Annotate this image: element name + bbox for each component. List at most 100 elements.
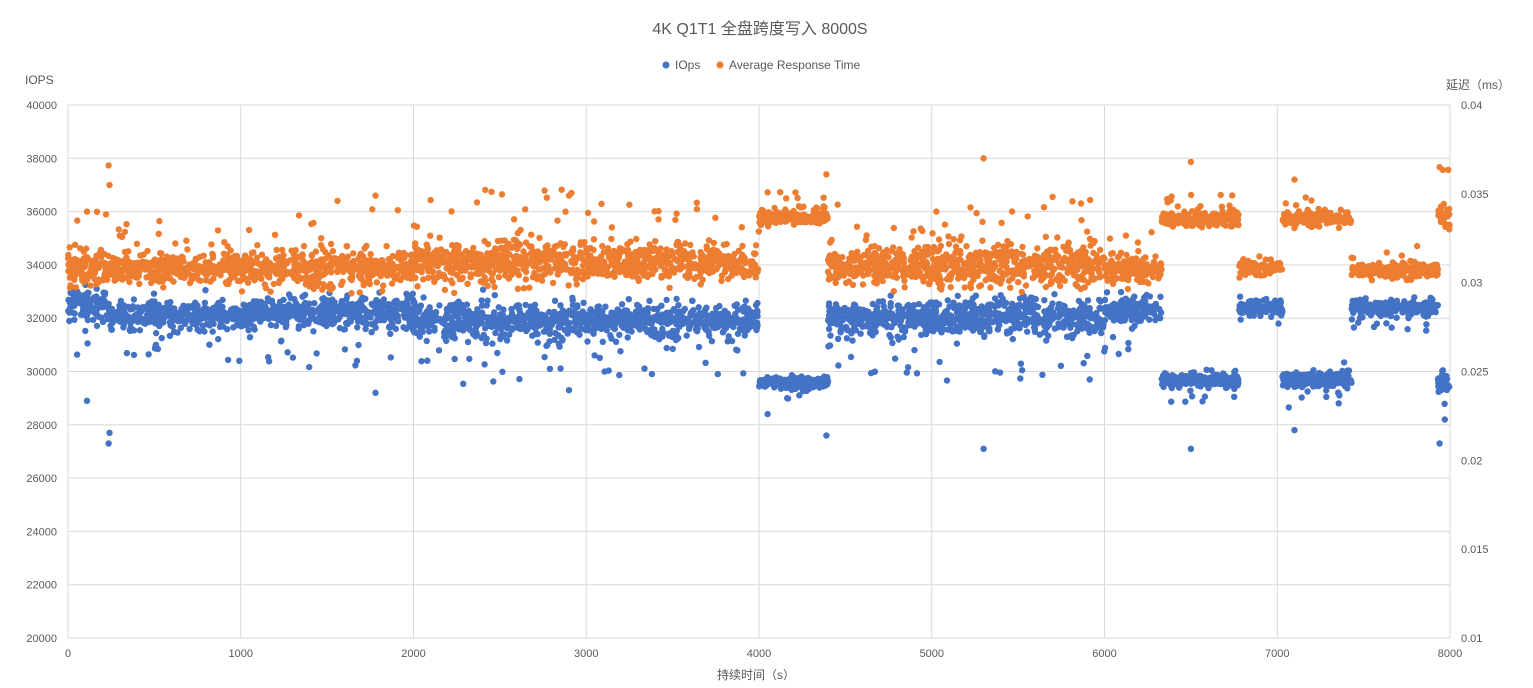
- data-point: [1248, 297, 1255, 305]
- data-point: [279, 305, 286, 312]
- data-point: [219, 323, 227, 330]
- data-point: [700, 309, 707, 316]
- data-point: [557, 267, 565, 274]
- data-point: [74, 296, 81, 303]
- data-point: [202, 287, 209, 294]
- data-point: [145, 351, 152, 358]
- data-point: [300, 316, 307, 323]
- data-point: [880, 302, 887, 310]
- data-point: [173, 309, 180, 317]
- data-point: [529, 247, 536, 255]
- data-point: [368, 329, 375, 336]
- data-point: [208, 317, 216, 324]
- data-point: [410, 312, 417, 319]
- data-point: [851, 323, 858, 331]
- data-point: [147, 264, 154, 271]
- data-point: [275, 279, 283, 286]
- data-point: [209, 328, 216, 335]
- data-point: [572, 322, 580, 329]
- data-point: [1009, 335, 1016, 343]
- data-point: [414, 283, 421, 290]
- data-point: [444, 328, 452, 335]
- data-point: [156, 217, 163, 225]
- data-point: [238, 276, 245, 284]
- data-point: [373, 279, 380, 286]
- data-point: [1383, 320, 1390, 327]
- data-point: [451, 355, 458, 363]
- data-point: [204, 320, 211, 328]
- data-point: [341, 326, 348, 333]
- data-point: [1061, 304, 1068, 312]
- data-point: [167, 308, 174, 315]
- data-point: [183, 237, 190, 244]
- data-point: [193, 255, 200, 262]
- data-point: [90, 267, 97, 274]
- data-point: [228, 311, 235, 318]
- y-axis-title: IOPS: [25, 73, 54, 87]
- data-point: [310, 309, 317, 316]
- data-point: [482, 339, 490, 347]
- data-point: [202, 314, 209, 322]
- data-point: [626, 315, 633, 323]
- data-point: [213, 302, 220, 309]
- data-point: [448, 208, 455, 215]
- data-point: [470, 311, 478, 318]
- data-point: [1350, 309, 1357, 316]
- data-point: [510, 216, 518, 223]
- data-point: [555, 332, 562, 339]
- data-point: [1236, 306, 1243, 313]
- data-point: [1231, 393, 1238, 400]
- data-point: [486, 322, 493, 330]
- data-point: [650, 316, 657, 324]
- data-point: [603, 327, 610, 334]
- data-point: [1063, 333, 1071, 340]
- data-point: [1057, 362, 1065, 369]
- data-point: [265, 358, 273, 365]
- data-point: [885, 311, 892, 318]
- data-point: [1101, 344, 1109, 352]
- data-point: [1341, 382, 1349, 390]
- data-point: [1420, 311, 1427, 318]
- data-point: [1194, 382, 1202, 389]
- data-point: [150, 290, 158, 297]
- data-point: [1344, 367, 1351, 374]
- data-point: [481, 274, 488, 281]
- data-point: [295, 323, 303, 330]
- data-point: [393, 307, 400, 314]
- data-point: [980, 445, 987, 452]
- y2-tick-label: 0.015: [1461, 544, 1489, 556]
- data-point: [618, 301, 626, 308]
- data-point: [1129, 295, 1137, 303]
- data-point: [1377, 303, 1384, 310]
- data-point: [372, 324, 379, 331]
- data-point: [431, 324, 438, 331]
- data-point: [642, 326, 650, 333]
- data-point: [1141, 294, 1148, 301]
- data-point: [254, 242, 261, 249]
- data-point: [669, 345, 676, 353]
- data-point: [1203, 366, 1210, 373]
- data-point: [551, 336, 558, 343]
- data-point: [220, 250, 228, 257]
- data-point: [929, 311, 936, 318]
- data-point: [1263, 308, 1270, 316]
- data-point: [469, 330, 477, 338]
- data-point: [835, 362, 842, 369]
- data-point: [549, 279, 557, 287]
- data-point: [950, 299, 957, 306]
- data-point: [503, 337, 511, 344]
- data-point: [966, 317, 973, 325]
- data-point: [384, 272, 391, 279]
- data-point: [1190, 369, 1198, 376]
- data-point: [575, 312, 582, 319]
- data-point: [291, 296, 298, 303]
- data-point: [290, 308, 298, 315]
- data-point: [656, 336, 663, 343]
- data-point: [1128, 325, 1136, 332]
- data-point: [551, 308, 558, 316]
- data-point: [483, 302, 490, 309]
- data-point: [295, 212, 303, 219]
- data-point: [504, 315, 511, 322]
- data-point: [741, 332, 748, 339]
- data-point: [532, 330, 539, 338]
